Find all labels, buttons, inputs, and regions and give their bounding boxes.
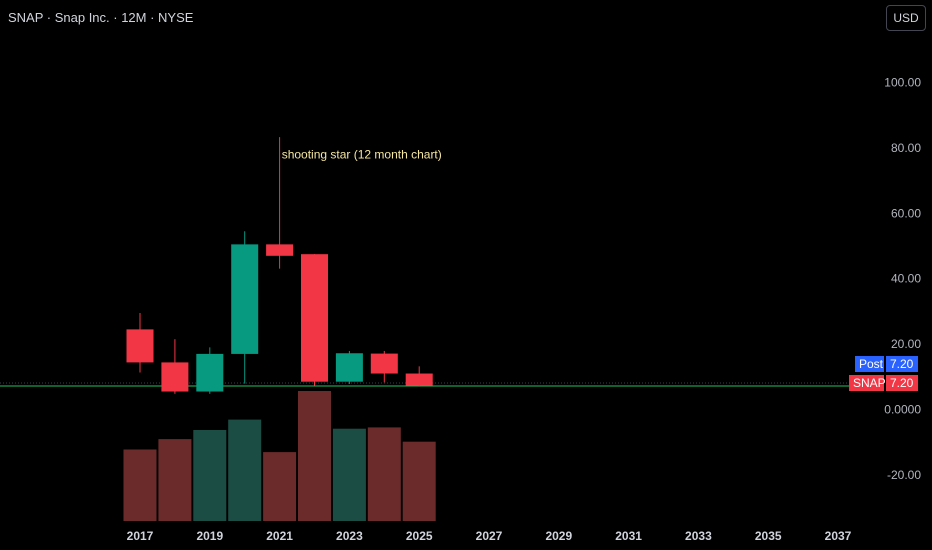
x-axis-tick-label: 2027 [476,529,503,543]
y-axis-tick-label: 0.0000 [884,403,921,417]
volume-bar [158,439,192,521]
candle-body [301,254,328,382]
x-axis-tick-label: 2031 [615,529,642,543]
x-axis-tick-label: 2023 [336,529,363,543]
x-axis-tick-label: 2017 [127,529,154,543]
candle-body [126,329,154,363]
candle-body [266,244,294,256]
volume-bar [332,428,366,521]
volume-bar [228,419,262,521]
candle-body [405,373,433,386]
volume-bar [402,441,436,521]
candle-body [196,353,224,392]
chart-annotation: shooting star (12 month chart) [282,147,442,161]
volume-bar [263,452,297,521]
y-axis-tick-label: 40.00 [891,272,921,286]
volume-bar [193,430,227,521]
post-market-label: Post [855,355,884,372]
y-axis-tick-label: 80.00 [891,141,921,155]
y-axis-tick-label: 100.00 [884,76,921,90]
x-axis-tick-label: 2035 [755,529,782,543]
x-axis-tick-label: 2019 [196,529,223,543]
candle-body [161,362,189,392]
x-axis-tick-label: 2033 [685,529,712,543]
x-axis-tick-label: 2029 [545,529,572,543]
volume-bar [123,449,157,521]
volume-bar [298,391,331,521]
candle-body [335,353,363,382]
x-axis-tick-label: 2037 [825,529,852,543]
candle-body [370,353,398,374]
x-axis-tick-label: 2025 [406,529,433,543]
y-axis-tick-label: 20.00 [891,337,921,351]
last-price-value: 7.20 [886,374,918,391]
volume-bar [367,427,401,521]
post-market-price: 7.20 [886,355,918,372]
y-axis-tick-label: -20.00 [887,468,921,482]
candle-body [231,244,259,354]
symbol-price-label: SNAP [849,374,886,391]
x-axis-tick-label: 2021 [266,529,293,543]
y-axis-tick-label: 60.00 [891,206,921,220]
chart-title: SNAP · Snap Inc. · 12M · NYSE [8,10,194,25]
currency-button[interactable]: USD [886,5,926,31]
